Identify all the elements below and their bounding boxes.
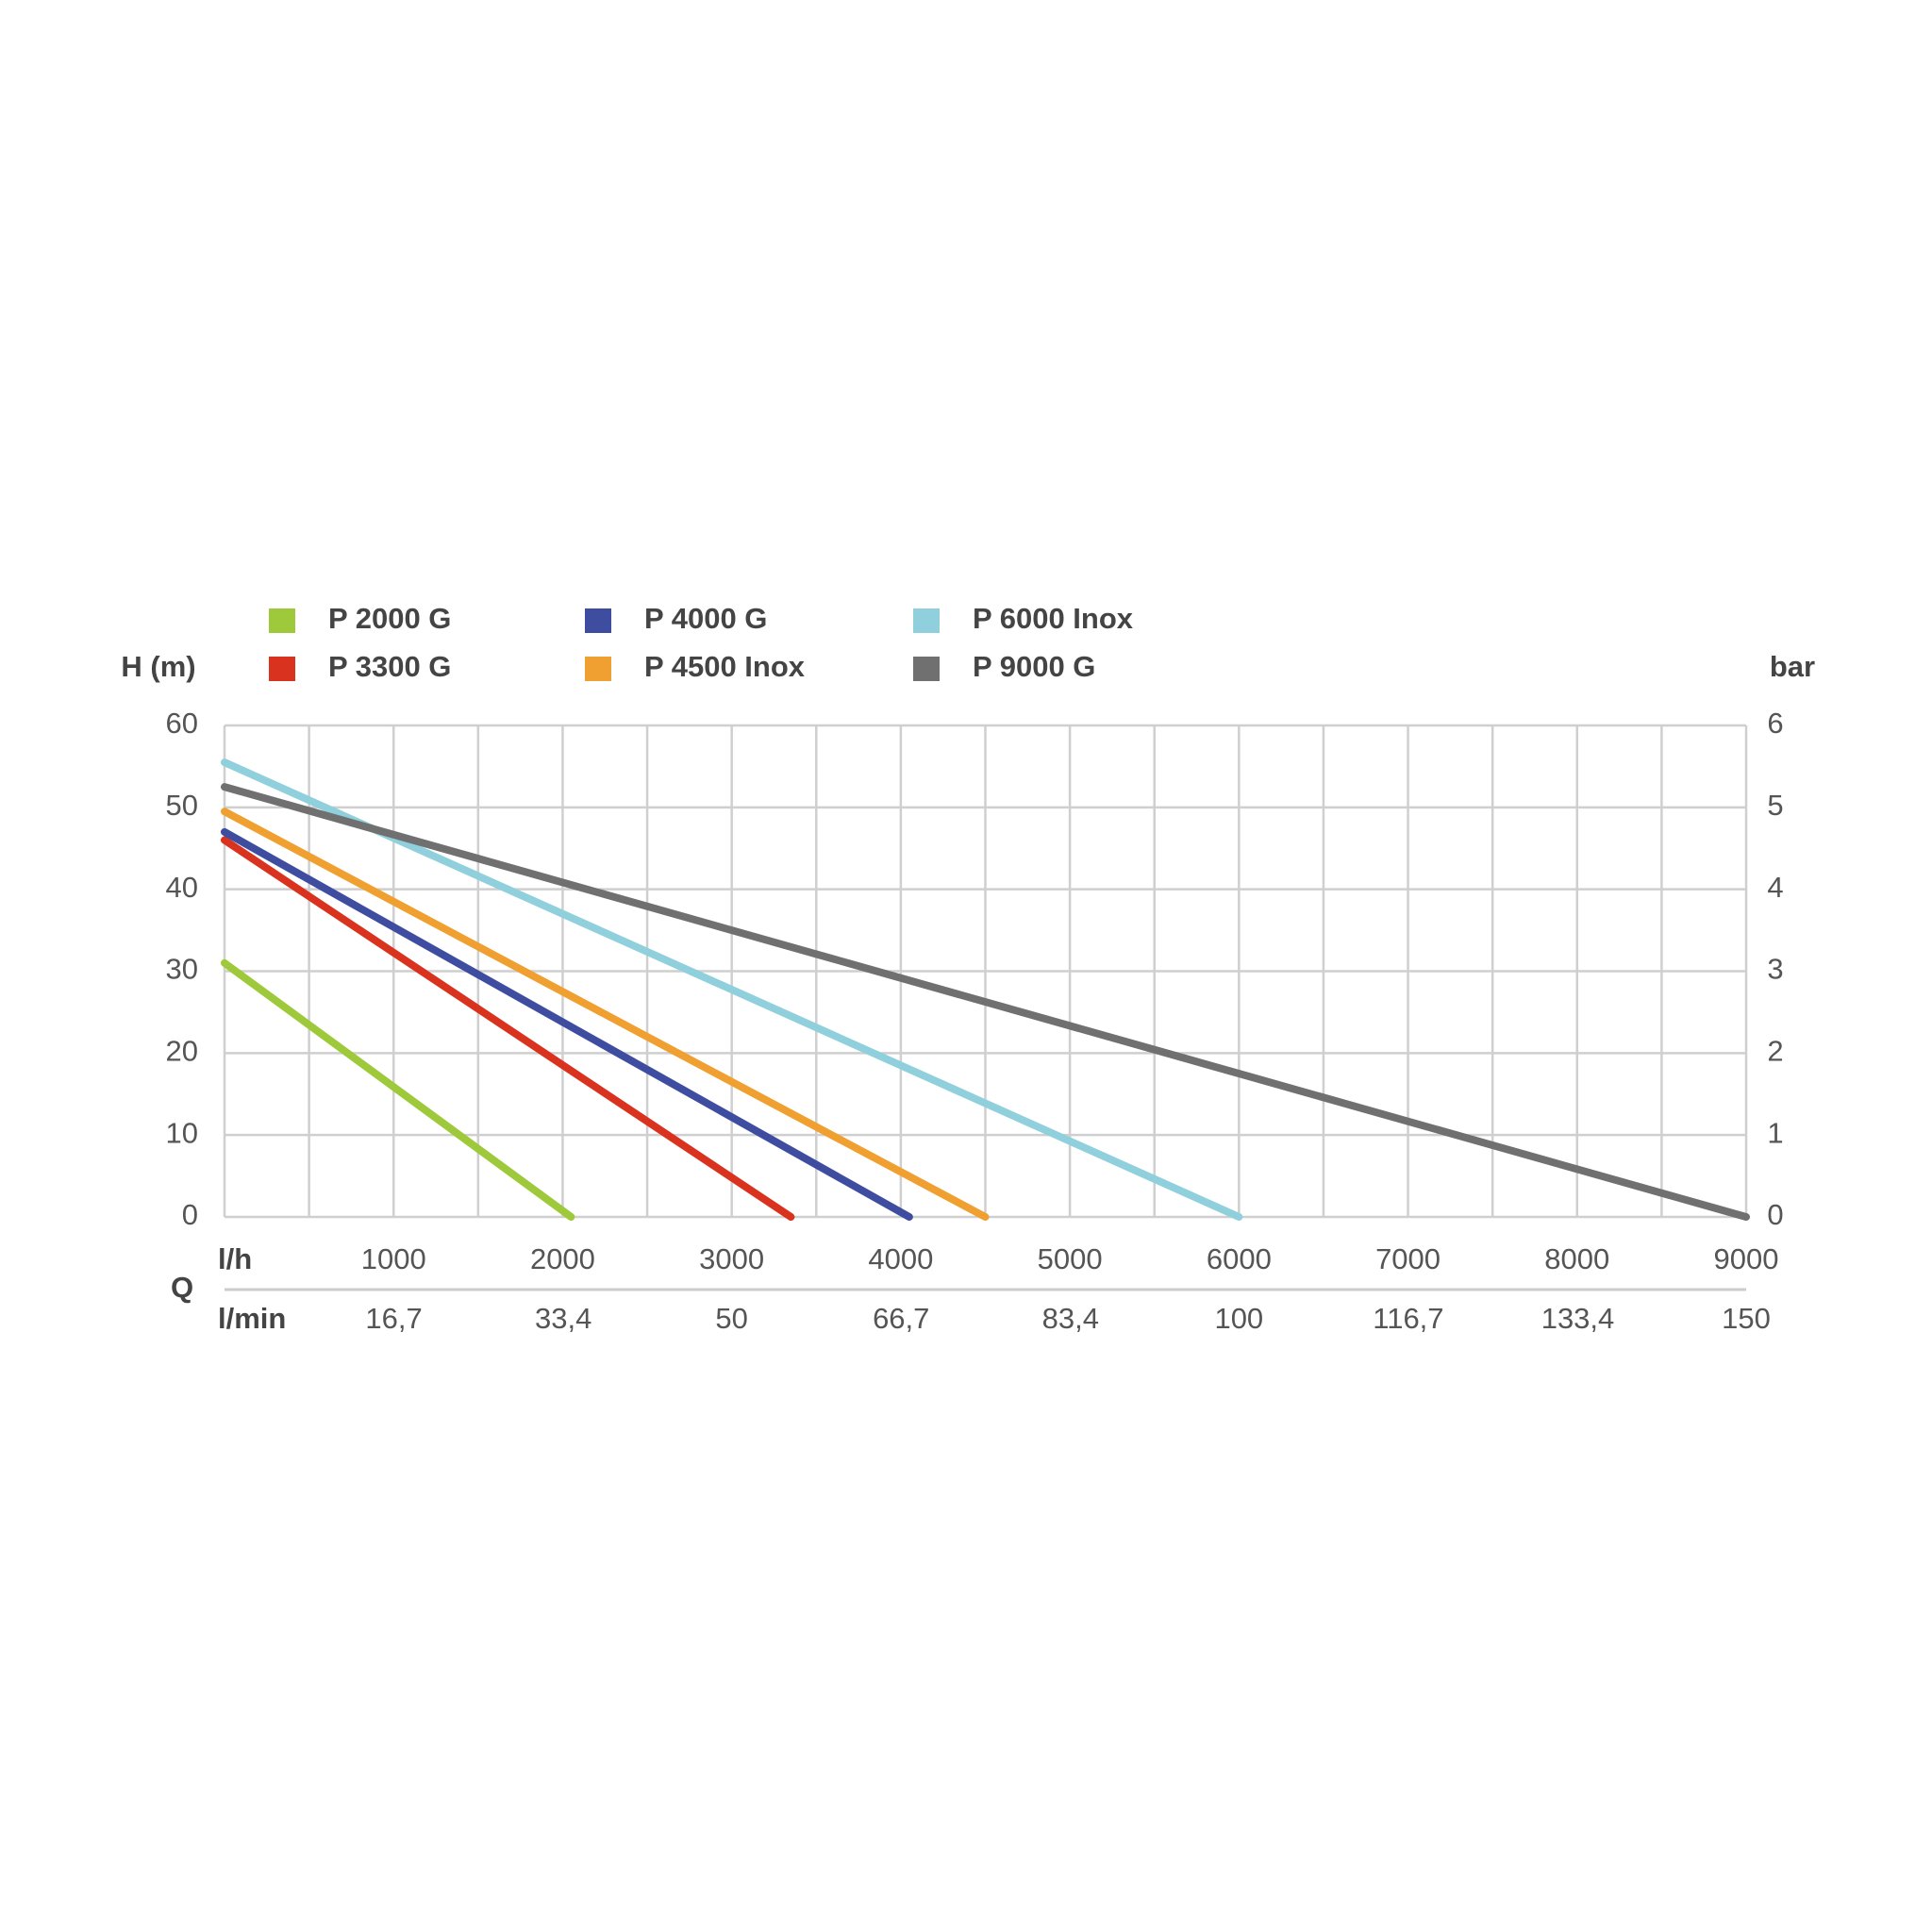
x-tick-label: 1000 — [361, 1242, 426, 1275]
x-tick-label: 9000 — [1714, 1242, 1779, 1275]
x2-row-label: l/min — [218, 1302, 286, 1335]
y-tick-label: 60 — [166, 707, 198, 740]
x2-tick-label: 16,7 — [365, 1302, 422, 1335]
series-line — [221, 827, 913, 1221]
legend-label: P 4500 Inox — [644, 650, 806, 683]
y2-axis-label: bar — [1770, 650, 1815, 683]
x2-tick-label: 83,4 — [1042, 1302, 1099, 1335]
x2-tick-label: 116,7 — [1373, 1302, 1443, 1335]
y2-tick-label: 5 — [1767, 789, 1783, 822]
legend-swatch — [585, 608, 611, 633]
legend-swatch — [913, 608, 940, 633]
y-tick-label: 40 — [166, 871, 198, 904]
y-tick-label: 50 — [166, 789, 198, 822]
x-tick-label: 6000 — [1207, 1242, 1272, 1275]
legend-swatch — [269, 608, 295, 633]
x-axis-label: Q — [171, 1271, 193, 1304]
x-tick-label: 5000 — [1038, 1242, 1103, 1275]
y-tick-label: 30 — [166, 953, 198, 986]
x-tick-label: 2000 — [530, 1242, 595, 1275]
legend-swatch — [913, 657, 940, 681]
legend-label: P 2000 G — [328, 602, 451, 635]
x2-tick-label: 66,7 — [873, 1302, 929, 1335]
y-axis-label: H (m) — [121, 650, 195, 683]
x2-tick-label: 33,4 — [535, 1302, 591, 1335]
y2-tick-label: 2 — [1767, 1035, 1783, 1068]
x-tick-label: 3000 — [699, 1242, 764, 1275]
x-row-label: l/h — [218, 1242, 252, 1275]
series-line — [221, 783, 1750, 1221]
legend-label: P 6000 Inox — [973, 602, 1134, 635]
y-tick-label: 10 — [166, 1116, 198, 1149]
series-line — [221, 836, 795, 1221]
legend-swatch — [585, 657, 611, 681]
legend-label: P 9000 G — [973, 650, 1095, 683]
y2-tick-label: 6 — [1767, 707, 1783, 740]
x2-tick-label: 50 — [715, 1302, 747, 1335]
series-line — [221, 958, 575, 1221]
x-tick-label: 4000 — [868, 1242, 933, 1275]
series-line — [221, 808, 990, 1221]
x2-tick-label: 150 — [1722, 1302, 1771, 1335]
y2-tick-label: 4 — [1767, 871, 1783, 904]
legend-label: P 3300 G — [328, 650, 451, 683]
legend-label: P 4000 G — [644, 602, 767, 635]
x-tick-label: 7000 — [1375, 1242, 1441, 1275]
x2-tick-label: 133,4 — [1541, 1302, 1615, 1335]
y2-tick-label: 0 — [1767, 1198, 1783, 1231]
legend-swatch — [269, 657, 295, 681]
x2-tick-label: 100 — [1214, 1302, 1263, 1335]
y-tick-label: 20 — [166, 1035, 198, 1068]
x-tick-label: 8000 — [1544, 1242, 1609, 1275]
y2-tick-label: 1 — [1767, 1116, 1783, 1149]
y2-tick-label: 3 — [1767, 953, 1783, 986]
y-tick-label: 0 — [182, 1198, 198, 1231]
